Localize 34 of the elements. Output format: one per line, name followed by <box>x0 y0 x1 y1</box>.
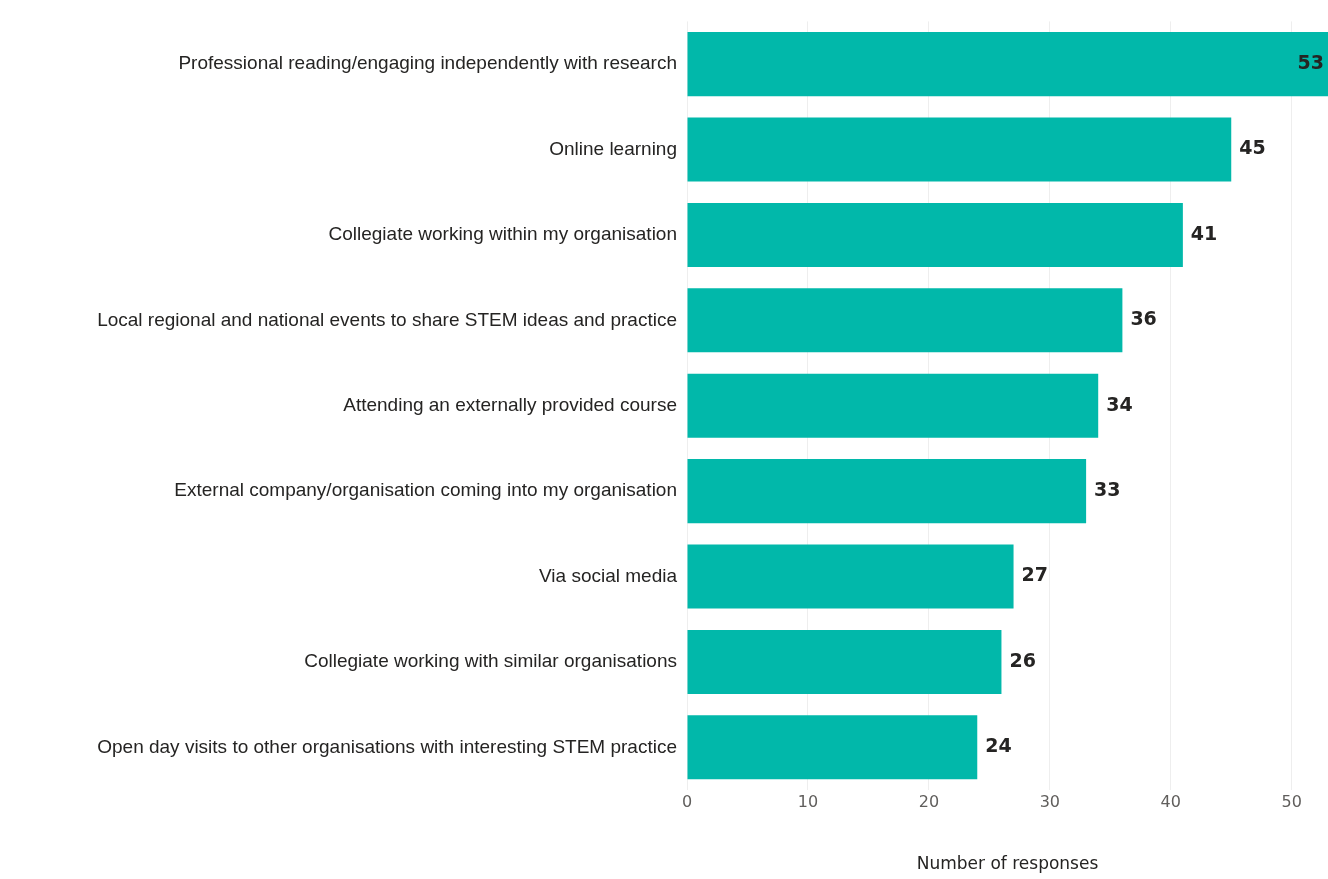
x-axis-title: Number of responses <box>916 853 1099 874</box>
bar <box>687 288 1123 353</box>
x-tick-label: 10 <box>797 791 819 811</box>
bar <box>687 117 1232 182</box>
x-tick-label: 40 <box>1160 791 1181 811</box>
bar <box>687 629 1002 694</box>
y-tick-label: Collegiate working within my organisation <box>328 223 677 245</box>
data-label: 24 <box>985 734 1012 757</box>
data-label: 45 <box>1239 136 1266 159</box>
bar <box>687 715 978 780</box>
y-tick-label: Open day visits to other organisations with interesting STEM practice <box>97 735 677 757</box>
bar <box>687 544 1014 609</box>
y-tick-label: Via social media <box>538 564 678 586</box>
y-tick-label: Local regional and national events to share STEM ideas and practice <box>97 308 677 330</box>
data-label: 33 <box>1094 478 1121 501</box>
data-label: 36 <box>1130 307 1157 330</box>
bar <box>687 373 1099 438</box>
y-tick-label: External company/organisation coming into my organisation <box>174 479 677 501</box>
data-label: 26 <box>1009 648 1036 671</box>
y-tick-label: Online learning <box>549 137 677 159</box>
data-label: 53 <box>1297 51 1324 74</box>
bar <box>687 202 1183 267</box>
x-tick-label: 0 <box>681 791 693 811</box>
data-label: 27 <box>1021 563 1048 586</box>
x-tick-label: 20 <box>918 791 940 811</box>
bar <box>687 459 1087 524</box>
y-tick-label: Professional reading/engaging independently with research <box>178 52 677 74</box>
bar <box>687 32 1328 97</box>
y-tick-label: Attending an externally provided course <box>343 393 677 415</box>
x-tick-label: 30 <box>1039 791 1061 811</box>
data-label: 41 <box>1190 221 1218 244</box>
y-tick-label: Collegiate working with similar organisations <box>304 650 677 672</box>
x-tick-label: 50 <box>1281 791 1302 811</box>
data-label: 34 <box>1106 392 1133 415</box>
